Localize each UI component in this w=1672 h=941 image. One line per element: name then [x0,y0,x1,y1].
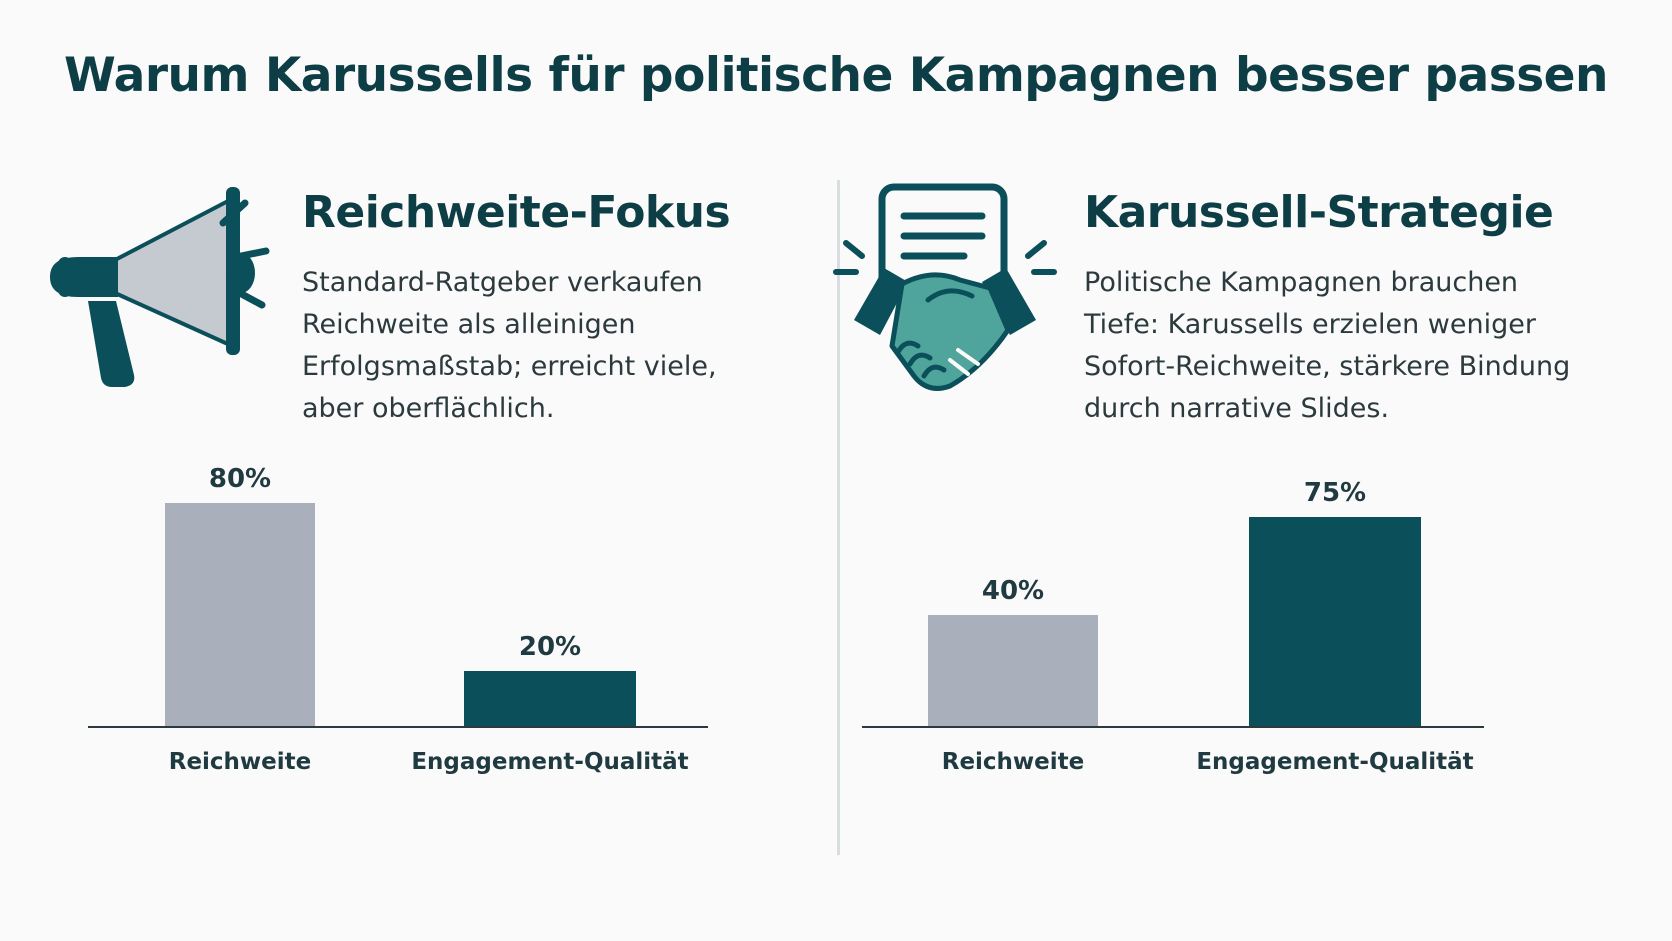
carousel-strategy-description: Politische Kampagnen brauchen Tiefe: Kar… [1084,262,1664,430]
reach-focus-bar-chart: 80% Reichweite 20% Engagement-Qualität [88,464,708,775]
handshake-document-icon [833,183,1057,391]
bar-value-label: 80% [209,464,271,494]
carousel-strategy-bar-chart: 40% Reichweite 75% Engagement-Qualität [862,478,1484,775]
description-line: aber oberflächlich. [302,393,555,424]
bar-value-label: 20% [519,632,581,662]
category-label: Reichweite [942,749,1085,775]
panel-divider [837,180,840,855]
description-line: Reichweite als alleinigen [302,309,636,340]
category-label: Engagement-Qualität [1196,749,1473,775]
bar-reichweite [165,503,315,727]
bar-engagement-qualit-t [464,671,636,727]
reach-focus-heading: Reichweite-Fokus [302,187,731,238]
description-line: Tiefe: Karussells erzielen weniger [1084,309,1536,340]
description-line: Erfolgsmaßstab; erreicht viele, [302,351,717,382]
bar-engagement-qualit-t [1249,517,1421,727]
bar-reichweite [928,615,1098,727]
carousel-strategy-panel: Karussell-Strategie Politische Kampagnen… [833,0,1672,941]
reach-focus-description: Standard-Ratgeber verkaufen Reichweite a… [302,262,802,430]
bar-value-label: 75% [1304,478,1366,508]
description-line: durch narrative Slides. [1084,393,1390,424]
description-line: Standard-Ratgeber verkaufen [302,267,703,298]
category-label: Engagement-Qualität [411,749,688,775]
page-title: Warum Karussells für politische Kampagne… [63,48,1609,103]
description-line: Politische Kampagnen brauchen [1084,267,1519,298]
description-line: Sofort-Reichweite, stärkere Bindung [1084,351,1571,382]
category-label: Reichweite [169,749,312,775]
bar-value-label: 40% [982,576,1044,606]
carousel-strategy-heading: Karussell-Strategie [1084,187,1554,238]
reach-focus-panel: Reichweite-Fokus Standard-Ratgeber verka… [50,187,802,775]
megaphone-icon [50,187,270,387]
